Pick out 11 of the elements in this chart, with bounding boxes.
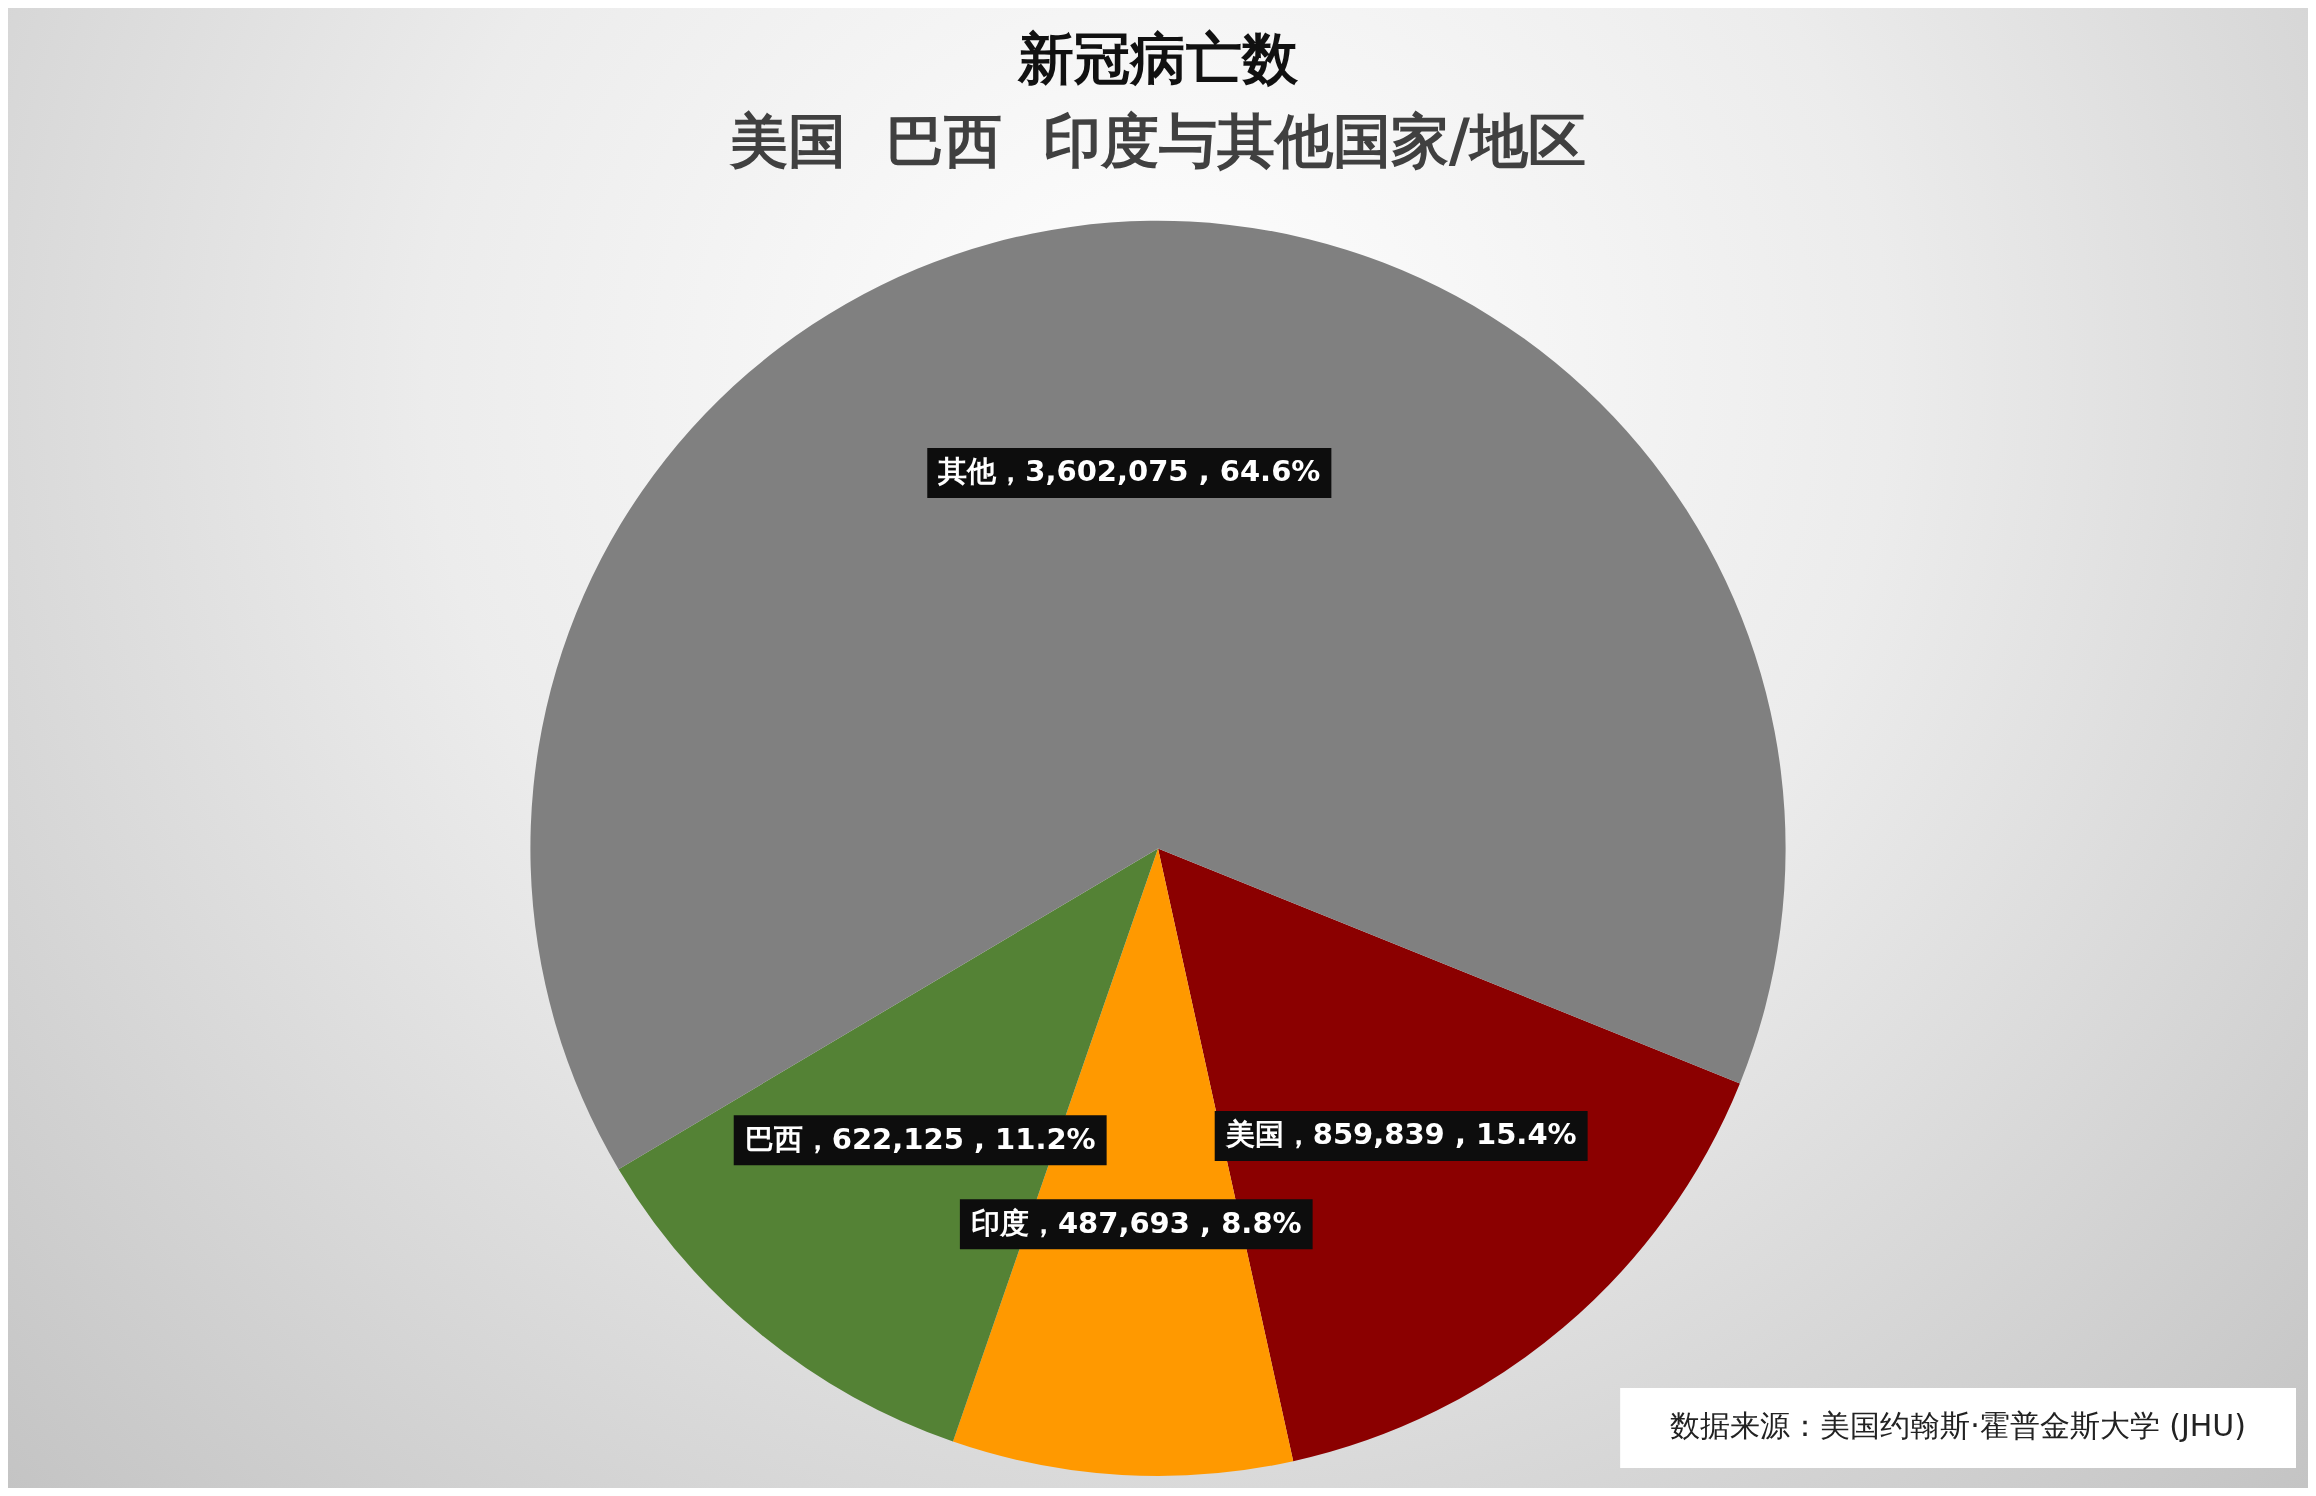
slice-label: 巴西 <box>744 1121 803 1156</box>
slice-label: 美国 <box>1224 1117 1284 1152</box>
data-label: ，487,693 , 8.8% <box>1028 1205 1302 1240</box>
data-label: ，859,839 , 15.4% <box>1283 1117 1577 1152</box>
chart-subtitle: 美国 巴西 印度与其他国家/地区 <box>729 107 1586 176</box>
data-label: ，622,125 , 11.2% <box>802 1121 1096 1156</box>
source-note: 数据来源：美国约翰斯·霍普金斯大学 (JHU) <box>1670 1407 2247 1443</box>
data-label: ，3,602,075 , 64.6% <box>996 454 1321 489</box>
slice-label: 其他 <box>937 454 998 489</box>
slice-label: 印度 <box>970 1205 1029 1240</box>
chart-title: 新冠病亡数 <box>1017 26 1299 92</box>
